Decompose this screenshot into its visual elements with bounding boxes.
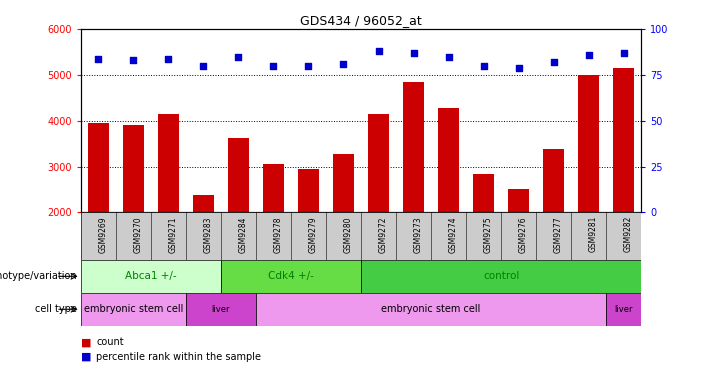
Text: GSM9273: GSM9273 [414,216,423,253]
Text: GSM9271: GSM9271 [168,216,177,253]
Bar [368,114,389,212]
Point [548,59,559,65]
Bar [263,164,284,212]
Point [233,54,244,60]
Text: count: count [96,337,123,347]
Text: cell type: cell type [35,304,77,314]
Text: ■: ■ [81,337,91,347]
Bar [193,195,214,212]
Text: ■: ■ [81,352,91,362]
Point [338,61,349,67]
Point [268,63,279,69]
Bar [221,260,361,293]
Point [93,56,104,61]
Point [303,63,314,69]
Bar [403,82,424,212]
Title: GDS434 / 96052_at: GDS434 / 96052_at [300,14,422,27]
Text: GSM9284: GSM9284 [238,216,247,253]
Point [583,52,594,58]
Bar [613,68,634,212]
Text: GSM9275: GSM9275 [484,216,493,253]
Text: embryonic stem cell: embryonic stem cell [381,304,481,314]
Text: GSM9283: GSM9283 [203,216,212,253]
Point [618,50,629,56]
Bar [508,190,529,212]
Point [128,57,139,63]
Text: GSM9280: GSM9280 [343,216,353,253]
Text: GSM9276: GSM9276 [519,216,528,253]
Bar [158,114,179,212]
Text: percentile rank within the sample: percentile rank within the sample [96,352,261,362]
Text: GSM9272: GSM9272 [379,216,388,253]
Text: embryonic stem cell: embryonic stem cell [83,304,183,314]
Bar [123,125,144,212]
Text: liver: liver [615,305,633,314]
Bar [606,293,641,326]
Point [513,65,524,71]
Bar [186,293,256,326]
Text: GSM9269: GSM9269 [98,216,107,253]
Text: GSM9279: GSM9279 [308,216,318,253]
Text: GSM9281: GSM9281 [589,216,598,253]
Bar [578,75,599,212]
Point [443,54,454,60]
Bar [81,260,221,293]
Text: control: control [483,271,519,281]
Text: Cdk4 +/-: Cdk4 +/- [268,271,314,281]
Text: GSM9274: GSM9274 [449,216,458,253]
Text: GSM9278: GSM9278 [273,216,283,253]
Point [373,48,384,54]
Bar [361,260,641,293]
Text: liver: liver [212,305,230,314]
Bar [543,149,564,212]
Text: genotype/variation: genotype/variation [0,271,77,281]
Bar [438,108,459,212]
Bar [228,138,249,212]
Bar [473,174,494,212]
Point [408,50,419,56]
Bar [298,169,319,212]
Bar [333,154,354,212]
Text: Abca1 +/-: Abca1 +/- [125,271,177,281]
Bar [256,293,606,326]
Point [478,63,489,69]
Bar [88,123,109,212]
Text: GSM9270: GSM9270 [133,216,142,253]
Text: GSM9282: GSM9282 [624,216,633,253]
Bar [81,293,186,326]
Text: GSM9277: GSM9277 [554,216,563,253]
Point [163,56,174,61]
Point [198,63,209,69]
